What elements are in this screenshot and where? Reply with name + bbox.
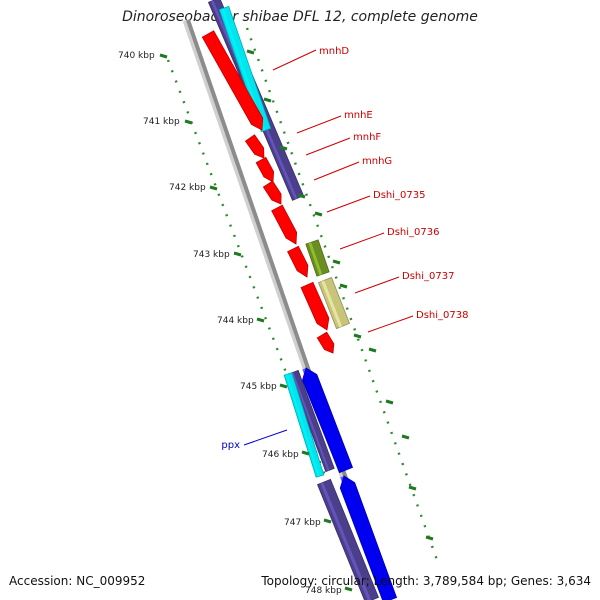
outer-tick-mark — [332, 259, 341, 265]
gene-red-2-highlight — [247, 138, 259, 154]
gene-labels: mnhD mnhE mnhF mnhG Dshi_0735 Dshi_0736 Dshi_0… — [221, 46, 468, 451]
map-title: Dinoroseobacter shibae DFL 12, complete … — [122, 9, 478, 25]
outer-tick-mark — [339, 283, 348, 289]
scale-tick-mark — [159, 53, 168, 59]
gene-navy-lower-highlight — [320, 482, 372, 600]
gene-label-mnhG[interactable]: mnhG — [362, 156, 392, 167]
gene-red-5-highlight — [273, 208, 292, 239]
gene-red-7-highlight — [303, 285, 323, 325]
gene-red-3-highlight — [258, 160, 269, 177]
scale-tick-mark — [344, 586, 353, 592]
gene-label-mnhD[interactable]: mnhD — [319, 46, 349, 57]
genome-summary-text: Topology: circular; Length: 3,789,584 bp… — [261, 574, 591, 588]
gene-label-leader-Dshi_0738 — [367, 315, 414, 333]
gene-label-mnhF[interactable]: mnhF — [353, 132, 381, 143]
gene-label-leader-ppx — [243, 429, 288, 446]
outer-tick-mark — [314, 211, 323, 217]
gene-olive-highlight — [308, 242, 323, 276]
gene-red-1-highlight — [204, 34, 258, 125]
gene-khaki-highlight — [321, 280, 343, 328]
scale-ticks: 740 kbp 741 kbp 742 kbp 743 kbp 744 kbp 745 k… — [118, 49, 434, 596]
gene-label-mnhE[interactable]: mnhE — [344, 110, 373, 121]
scale-tick-label: 745 kbp — [240, 382, 277, 392]
scale-tick-mark — [301, 450, 310, 456]
scale-tick-mark — [323, 518, 332, 524]
scale-tick-label: 748 kbp — [305, 586, 342, 596]
outer-tick-mark — [246, 49, 255, 55]
scale-tick-mark — [256, 317, 265, 323]
gene-red-6-highlight — [289, 249, 303, 272]
scale-tick-label: 742 kbp — [169, 183, 206, 193]
gene-ppx-cyan-highlight — [285, 374, 320, 477]
scale-tick-label: 740 kbp — [118, 51, 155, 61]
gene-red-4-highlight — [265, 184, 277, 200]
scale-tick-label: 746 kbp — [262, 450, 299, 460]
scale-tick-mark — [184, 119, 193, 125]
outer-tick-mark — [385, 399, 394, 405]
outer-tick-mark — [279, 145, 288, 151]
scale-tick-mark — [279, 383, 288, 389]
outer-tick-mark — [297, 193, 306, 199]
gene-label-Dshi_0735[interactable]: Dshi_0735 — [373, 190, 425, 201]
gene-blue-2-highlight — [340, 476, 387, 594]
scale-tick-label: 741 kbp — [143, 117, 180, 127]
gene-label-ppx[interactable]: ppx — [221, 440, 240, 451]
scale-tick-label: 744 kbp — [217, 316, 254, 326]
scale-tick-mark — [233, 251, 242, 257]
outer-tick-mark — [401, 434, 410, 440]
gene-red-8-highlight — [319, 335, 329, 348]
gene-label-leader-mnhF — [305, 137, 351, 156]
gene-blue-1-highlight — [302, 368, 343, 465]
scale-tick-label: 743 kbp — [193, 250, 230, 260]
accession-text: Accession: NC_009952 — [9, 574, 146, 588]
outer-tick-mark — [263, 97, 272, 103]
gene-label-Dshi_0738[interactable]: Dshi_0738 — [416, 310, 468, 321]
outer-tick-mark — [425, 535, 434, 541]
gene-label-leader-mnhD — [272, 49, 317, 71]
gene-label-leader-mnhE — [296, 115, 342, 134]
scale-tick-label: 747 kbp — [284, 518, 321, 528]
gene-label-Dshi_0736[interactable]: Dshi_0736 — [387, 227, 439, 238]
gene-label-leader-mnhG — [313, 161, 360, 181]
gene-label-leader-Dshi_0737 — [354, 276, 400, 294]
gene-label-leader-Dshi_0736 — [339, 232, 385, 250]
gene-features — [201, 0, 398, 600]
gene-label-Dshi_0737[interactable]: Dshi_0737 — [402, 271, 454, 282]
gene-label-leader-Dshi_0735 — [326, 195, 371, 213]
outer-tick-mark — [368, 347, 377, 353]
outer-tick-mark — [408, 485, 417, 491]
scale-tick-mark — [209, 185, 218, 191]
outer-tick-mark — [353, 333, 362, 339]
gene-ppx-navy-highlight — [291, 372, 330, 471]
